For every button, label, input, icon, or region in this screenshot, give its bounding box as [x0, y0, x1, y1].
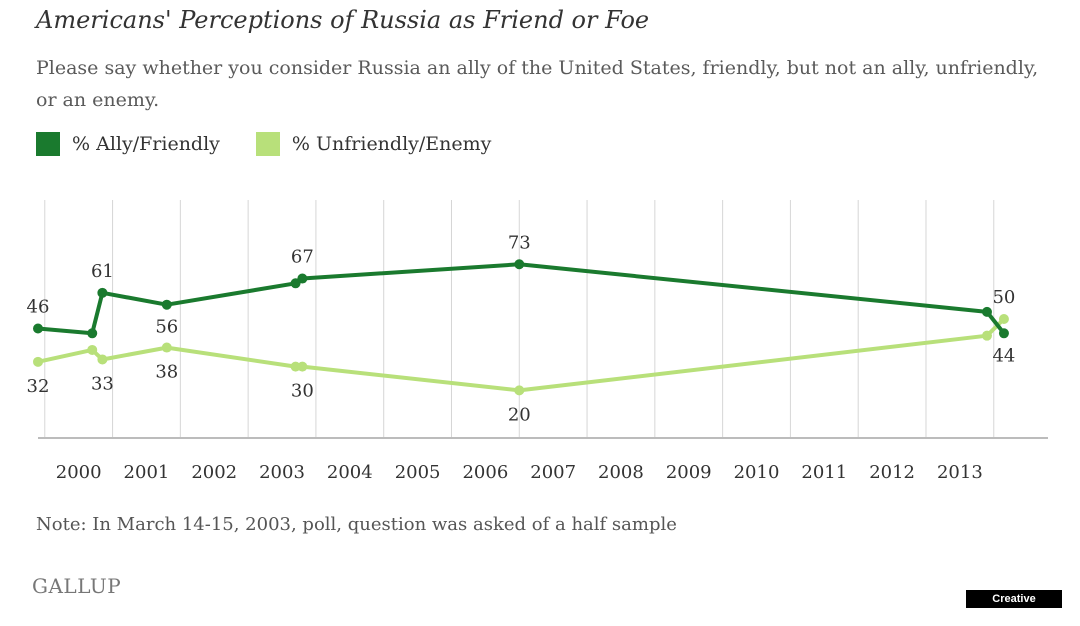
chart-legend: % Ally/Friendly % Unfriendly/Enemy — [36, 132, 527, 156]
legend-item-unfriendly-enemy: % Unfriendly/Enemy — [255, 132, 492, 156]
x-tick-label: 2001 — [124, 462, 170, 483]
x-tick-label: 2002 — [191, 462, 237, 483]
legend-label-ally-friendly: % Ally/Friendly — [72, 133, 220, 155]
legend-label-unfriendly-enemy: % Unfriendly/Enemy — [291, 133, 492, 155]
x-tick-label: 2004 — [327, 462, 373, 483]
x-tick-label: 2009 — [666, 462, 712, 483]
x-tick-label: 2005 — [395, 462, 441, 483]
data-label: 44 — [992, 345, 1015, 366]
data-point — [97, 287, 108, 298]
data-point — [87, 328, 98, 339]
gallup-logo: GALLUP — [32, 574, 122, 598]
data-point — [33, 356, 43, 367]
x-tick-label: 2003 — [259, 462, 305, 483]
data-label: 38 — [155, 362, 178, 383]
data-point — [161, 342, 172, 353]
x-tick-label: 2008 — [598, 462, 644, 483]
data-label: 56 — [155, 317, 178, 338]
chart-subtitle: Please say whether you consider Russia a… — [36, 57, 1039, 111]
x-tick-label: 2007 — [530, 462, 576, 483]
legend-item-ally-friendly: % Ally/Friendly — [36, 132, 220, 156]
data-point — [981, 306, 992, 317]
data-point — [998, 314, 1009, 324]
data-label: 46 — [27, 297, 50, 318]
data-point — [981, 330, 992, 341]
data-label: 61 — [91, 261, 114, 282]
data-label: 73 — [508, 232, 531, 253]
chart-title: Americans' Perceptions of Russia as Frie… — [36, 6, 650, 34]
x-tick-label: 2011 — [801, 462, 847, 483]
data-point — [514, 259, 525, 270]
line-chart: 2000 2001 2002 2003 2004 2005 2006 2007 2008 2009… — [27, 200, 1048, 483]
series-line-unfriendly-enemy — [36, 317, 1006, 393]
data-point — [161, 299, 172, 310]
x-tick-label: 2010 — [734, 462, 780, 483]
data-label: 50 — [992, 287, 1015, 308]
x-tick-label: 2013 — [937, 462, 983, 483]
data-label: 32 — [27, 376, 50, 397]
data-point — [998, 328, 1009, 339]
data-point — [297, 361, 308, 372]
data-point — [33, 323, 43, 334]
series-line-ally-friendly — [36, 262, 1006, 336]
legend-swatch-unfriendly-enemy — [255, 132, 280, 156]
chart-note: Note: In March 14-15, 2003, poll, questi… — [36, 514, 677, 535]
creative-commons-badge: Creative Commons — [966, 590, 1062, 623]
data-label: 33 — [91, 373, 114, 394]
x-tick-label: 2006 — [462, 462, 508, 483]
x-tick-label: 2012 — [869, 462, 915, 483]
data-point — [297, 273, 308, 284]
data-point — [87, 344, 98, 355]
data-point — [514, 385, 525, 396]
x-tick-label: 2000 — [56, 462, 102, 483]
legend-swatch-ally-friendly — [36, 132, 60, 156]
data-label: 67 — [291, 247, 314, 268]
data-label: 20 — [508, 404, 531, 425]
data-point — [97, 354, 108, 365]
data-label: 30 — [291, 381, 314, 402]
